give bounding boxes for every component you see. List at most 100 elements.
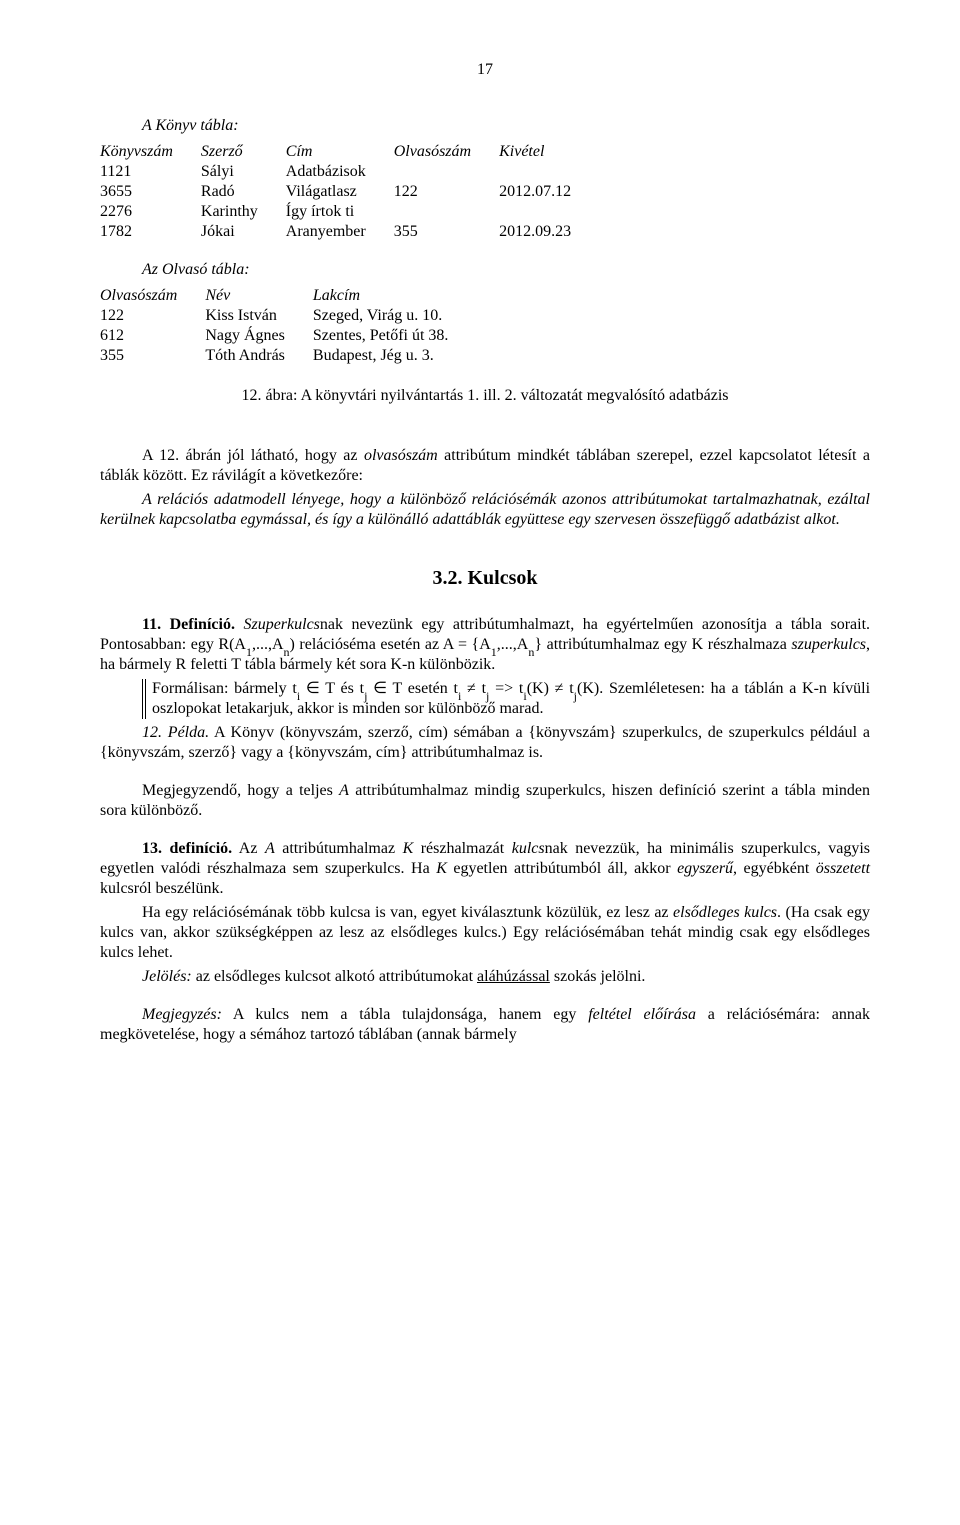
definition-13: 13. definíció. Az A attribútumhalmaz K r… (100, 839, 870, 899)
text: ) relációséma esetén az A = {A (290, 636, 491, 653)
text-italic: K (436, 860, 447, 877)
sub: j (486, 689, 489, 703)
text: attribútumhalmaz (275, 840, 403, 857)
text: az elsődleges kulcsot alkotó attribútumo… (192, 968, 477, 985)
col-header: Olvasószám (100, 286, 205, 306)
cell (394, 162, 499, 182)
sub: 1 (491, 645, 497, 659)
cell: 612 (100, 326, 205, 346)
cell: Tóth András (205, 346, 313, 366)
col-header: Szerző (201, 142, 286, 162)
cell (394, 202, 499, 222)
text: A kulcs nem a tábla tulajdonsága, hanem … (222, 1006, 588, 1023)
text: ∈ T és t (300, 680, 364, 697)
text: Megjegyzendő, hogy a teljes (142, 782, 339, 799)
text: A Könyv (könyvszám, szerző, cím) sémában… (100, 724, 870, 761)
page-number: 17 (100, 60, 870, 80)
cell: 1782 (100, 222, 201, 242)
cell: Sályi (201, 162, 286, 182)
sub: j (574, 689, 577, 703)
cell: Adatbázisok (286, 162, 394, 182)
text-italic: kulcs (512, 840, 545, 857)
col-header: Cím (286, 142, 394, 162)
lead-italic: Megjegyzés: (142, 1006, 222, 1023)
text: Formálisan: bármely t (152, 680, 297, 697)
table-row: 612 Nagy Ágnes Szentes, Petőfi út 38. (100, 326, 476, 346)
table-row: 122 Kiss István Szeged, Virág u. 10. (100, 306, 476, 326)
paragraph-jeloles: Jelölés: az elsődleges kulcsot alkotó at… (100, 967, 870, 987)
figure-caption: 12. ábra: A könyvtári nyilvántartás 1. i… (100, 386, 870, 406)
col-header: Név (205, 286, 313, 306)
text: Ha egy relációsémának több kulcsa is van… (142, 904, 673, 921)
note-teljes: Megjegyzendő, hogy a teljes A attribútum… (100, 781, 870, 821)
text: ,...,A (252, 636, 284, 653)
sub: i (297, 689, 300, 703)
text-italic: feltétel előírása (588, 1006, 696, 1023)
paragraph: A 12. ábrán jól látható, hogy az olvasós… (100, 446, 870, 486)
text: Az (232, 840, 265, 857)
def-lead: 13. definíció. (142, 840, 232, 857)
col-header: Olvasószám (394, 142, 499, 162)
example-12: 12. Példa. A Könyv (könyvszám, szerző, c… (100, 723, 870, 763)
section-heading: 3.2. Kulcsok (100, 566, 870, 591)
table-title-konyv: A Könyv tábla: (100, 116, 870, 136)
cell: Szentes, Petőfi út 38. (313, 326, 477, 346)
table-row: Olvasószám Név Lakcím (100, 286, 476, 306)
def-lead: 11. Definíció. (142, 616, 235, 633)
cell: Kiss István (205, 306, 313, 326)
cell: 355 (100, 346, 205, 366)
text: } attribútumhalmaz egy K részhalmaza (534, 636, 791, 653)
paragraph-elsodleges: Ha egy relációsémának több kulcsa is van… (100, 903, 870, 963)
cell: Radó (201, 182, 286, 202)
sub: i (458, 689, 461, 703)
text: , egyébként (733, 860, 816, 877)
text-italic: A (339, 782, 349, 799)
cell: Így írtok ti (286, 202, 394, 222)
paragraph-italic: A relációs adatmodell lényege, hogy a kü… (100, 490, 870, 530)
cell: Nagy Ágnes (205, 326, 313, 346)
cell: Jókai (201, 222, 286, 242)
cell: 2012.09.23 (499, 222, 599, 242)
text-italic: K (403, 840, 414, 857)
text: szokás jelölni. (550, 968, 646, 985)
col-header: Könyvszám (100, 142, 201, 162)
text: ≠ t (461, 680, 486, 697)
sub: n (284, 645, 290, 659)
text: ,...,A (497, 636, 529, 653)
cell: Szeged, Virág u. 10. (313, 306, 477, 326)
text: (K) ≠ t (527, 680, 574, 697)
text-italic: Szuperkulcs (243, 616, 319, 633)
cell: 122 (394, 182, 499, 202)
table-row: 355 Tóth András Budapest, Jég u. 3. (100, 346, 476, 366)
text-italic: szuperkulcs (791, 636, 866, 653)
table-row: 1782 Jókai Aranyember 355 2012.09.23 (100, 222, 599, 242)
text-italic: A (265, 840, 275, 857)
text: részhalmazát (413, 840, 512, 857)
cell (499, 202, 599, 222)
text-italic: elsődleges kulcs (673, 904, 777, 921)
table-row: 2276 Karinthy Így írtok ti (100, 202, 599, 222)
cell (499, 162, 599, 182)
text: A 12. ábrán jól látható, hogy az (142, 447, 364, 464)
text: => t (489, 680, 523, 697)
formal-block: Formálisan: bármely ti ∈ T és tj ∈ T ese… (142, 679, 870, 719)
text-italic: összetett (816, 860, 870, 877)
text-italic: olvasószám (364, 447, 438, 464)
cell: Aranyember (286, 222, 394, 242)
cell: Karinthy (201, 202, 286, 222)
text-italic: egyszerű (677, 860, 733, 877)
cell: Világatlasz (286, 182, 394, 202)
table-row: 3655 Radó Világatlasz 122 2012.07.12 (100, 182, 599, 202)
definition-11: 11. Definíció. Szuperkulcsnak nevezünk e… (100, 615, 870, 675)
col-header: Lakcím (313, 286, 477, 306)
cell: 3655 (100, 182, 201, 202)
sub: i (523, 689, 526, 703)
note-kulcs: Megjegyzés: A kulcs nem a tábla tulajdon… (100, 1005, 870, 1045)
table-row: 1121 Sályi Adatbázisok (100, 162, 599, 182)
cell: 2276 (100, 202, 201, 222)
cell: 1121 (100, 162, 201, 182)
sub: n (528, 645, 534, 659)
sub: 1 (246, 645, 252, 659)
cell: Budapest, Jég u. 3. (313, 346, 477, 366)
table-row: Könyvszám Szerző Cím Olvasószám Kivétel (100, 142, 599, 162)
